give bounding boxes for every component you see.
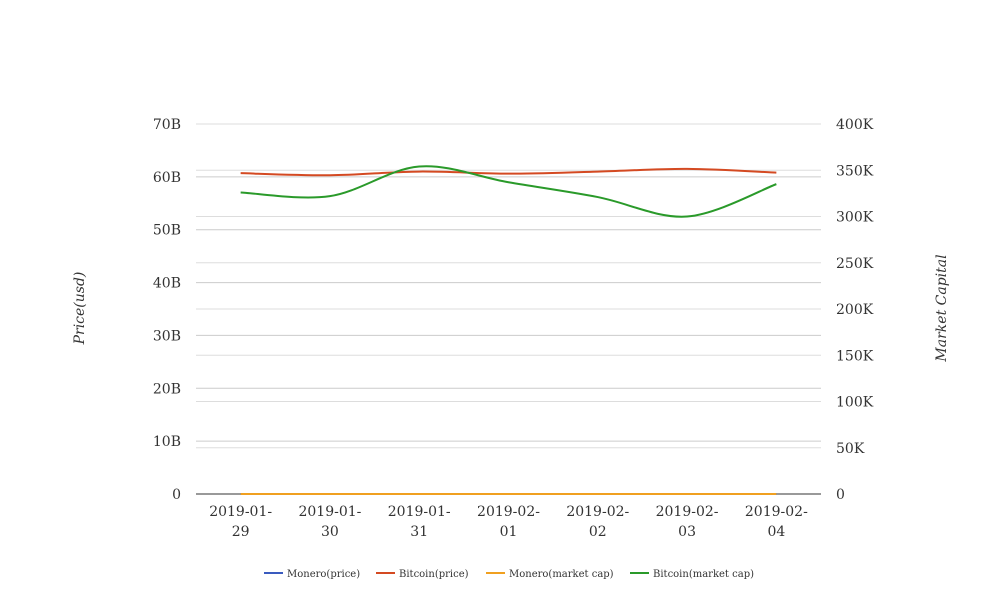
x-tick-label: 2019-02-03 [656, 504, 719, 540]
right-tick-label: 200K [836, 302, 874, 318]
x-tick-label: 2019-01-30 [298, 504, 361, 540]
left-tick-label: 60B [153, 170, 181, 186]
right-tick-label: 50K [836, 441, 865, 457]
gridlines [196, 123, 821, 495]
legend-label: Monero(price) [287, 569, 360, 580]
x-tick-label: 2019-02-04 [745, 504, 808, 540]
x-tick-label: 2019-02-01 [477, 504, 540, 540]
left-tick-label: 0 [172, 487, 181, 503]
x-tick-label: 2019-02-02 [566, 504, 629, 540]
x-axis-ticks: 2019-01-29 2019-01-30 2019-01-31 2019-02-01… [209, 504, 808, 540]
right-tick-label: 400K [836, 117, 874, 133]
left-axis-title: Price(usd) [72, 272, 88, 346]
series-line-bitcoin-price [240, 167, 777, 177]
legend: Monero(price) Bitcoin(price) Monero(market… [264, 569, 754, 580]
series-line-bitcoin-market-cap [240, 165, 777, 218]
right-axis-title: Market Capital [934, 254, 950, 362]
legend-label: Bitcoin(market cap) [653, 569, 754, 580]
left-tick-label: 20B [153, 381, 181, 397]
right-tick-label: 250K [836, 256, 874, 272]
left-tick-label: 40B [153, 276, 181, 292]
right-axis-ticks: 0 50K 100K 150K 200K 250K 300K 350K 400K [836, 117, 874, 503]
legend-label: Monero(market cap) [509, 569, 614, 580]
legend-label: Bitcoin(price) [399, 569, 469, 580]
right-tick-label: 350K [836, 163, 874, 179]
legend-item[interactable]: Bitcoin(price) [376, 569, 469, 580]
right-tick-label: 100K [836, 395, 874, 411]
left-tick-label: 30B [153, 328, 181, 344]
legend-item[interactable]: Monero(price) [264, 569, 360, 580]
left-axis-ticks: 0 10B 20B 30B 40B 50B 60B 70B [153, 117, 181, 503]
right-tick-label: 150K [836, 348, 874, 364]
left-tick-label: 10B [153, 434, 181, 450]
left-tick-label: 50B [153, 223, 181, 239]
series-lines [240, 165, 777, 496]
left-tick-label: 70B [153, 117, 181, 133]
x-tick-label: 2019-01-29 [209, 504, 272, 540]
right-tick-label: 300K [836, 210, 874, 226]
legend-item[interactable]: Monero(market cap) [486, 569, 614, 580]
x-tick-label: 2019-01-31 [388, 504, 451, 540]
legend-item[interactable]: Bitcoin(market cap) [630, 569, 754, 580]
right-tick-label: 0 [836, 487, 845, 503]
